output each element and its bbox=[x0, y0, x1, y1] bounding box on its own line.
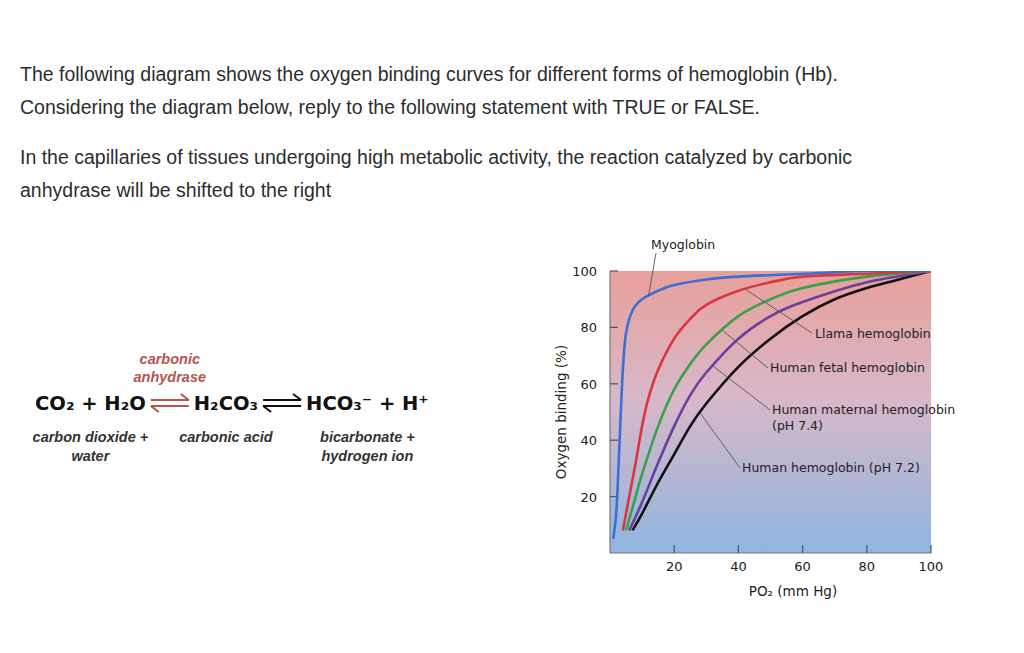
y-tick bbox=[610, 327, 618, 328]
page: The following diagram shows the oxygen b… bbox=[0, 0, 1024, 653]
series-label: Human hemoglobin (pH 7.2) bbox=[742, 460, 920, 475]
arrow bbox=[263, 399, 301, 401]
y-tick-label: 20 bbox=[580, 490, 597, 505]
leader-line bbox=[700, 413, 740, 468]
y-axis bbox=[609, 271, 610, 553]
x-tick bbox=[930, 545, 931, 553]
x-tick-label: 40 bbox=[730, 559, 747, 574]
formula-label: water bbox=[71, 448, 110, 464]
leader-line bbox=[713, 366, 770, 410]
x-tick-label: 100 bbox=[919, 559, 944, 574]
arrow-head bbox=[293, 394, 301, 400]
formula-label: bicarbonate + bbox=[320, 429, 415, 445]
y-tick-label: 80 bbox=[580, 320, 597, 335]
series-label-line: Human fetal hemoglobin bbox=[770, 360, 925, 375]
leader-line bbox=[649, 253, 656, 296]
series-label-line: Human hemoglobin (pH 7.2) bbox=[742, 460, 920, 475]
background bbox=[0, 0, 1024, 653]
x-tick-label: 20 bbox=[666, 559, 683, 574]
x-axis-label: PO₂ (mm Hg) bbox=[749, 583, 837, 599]
arrow-head bbox=[151, 406, 159, 412]
question-line: Considering the diagram below, reply to … bbox=[20, 96, 760, 118]
series-label-line: (pH 7.4) bbox=[772, 418, 823, 433]
arrow bbox=[151, 399, 189, 401]
x-tick bbox=[802, 545, 803, 553]
formula-label: carbonic acid bbox=[179, 429, 274, 445]
equation: CO₂ + H₂O carbon dioxide + water H₂CO₃ carbo… bbox=[33, 351, 429, 464]
series-label-line: Llama hemoglobin bbox=[815, 326, 931, 341]
x-tick bbox=[738, 545, 739, 553]
y-axis-label: Oxygen binding (%) bbox=[553, 345, 569, 479]
curve bbox=[629, 271, 931, 530]
formula-label: carbon dioxide + bbox=[33, 429, 149, 445]
x-axis bbox=[610, 552, 931, 553]
series-label-line: Human maternal hemoglobin bbox=[772, 402, 955, 417]
series-label-line: Myoglobin bbox=[651, 237, 715, 252]
y-tick bbox=[610, 270, 618, 271]
y-tick-label: 100 bbox=[572, 264, 597, 279]
y-tick-label: 40 bbox=[580, 433, 597, 448]
question-line: In the capillaries of tissues undergoing… bbox=[20, 146, 852, 168]
leader-line bbox=[722, 330, 768, 368]
formula: CO₂ + H₂O bbox=[35, 392, 146, 415]
enzyme-label: anhydrase bbox=[134, 369, 207, 385]
question-line: anhydrase will be shifted to the right bbox=[20, 179, 332, 201]
y-tick bbox=[610, 383, 618, 384]
formula-label: hydrogen ion bbox=[321, 448, 413, 464]
arrow-head bbox=[263, 406, 271, 412]
x-tick-label: 80 bbox=[859, 559, 876, 574]
question-line: The following diagram shows the oxygen b… bbox=[20, 63, 838, 85]
curve bbox=[626, 271, 931, 530]
x-tick-label: 60 bbox=[794, 559, 811, 574]
x-tick bbox=[674, 545, 675, 553]
series-label: Human maternal hemoglobin(pH 7.4) bbox=[772, 402, 955, 433]
x-tick bbox=[866, 545, 867, 553]
y-tick bbox=[610, 440, 618, 441]
arrow bbox=[263, 405, 301, 407]
formula: H₂CO₃ bbox=[194, 392, 258, 415]
arrow bbox=[151, 405, 189, 407]
leader-line bbox=[745, 289, 812, 333]
y-tick-label: 60 bbox=[580, 377, 597, 392]
series-label: Myoglobin bbox=[651, 237, 715, 252]
formula: HCO₃⁻ + H⁺ bbox=[306, 392, 429, 415]
series-label: Llama hemoglobin bbox=[815, 326, 931, 341]
curve bbox=[623, 271, 931, 530]
enzyme-label: carbonic bbox=[140, 351, 200, 367]
arrow-head bbox=[181, 394, 189, 400]
series-label: Human fetal hemoglobin bbox=[770, 360, 925, 375]
